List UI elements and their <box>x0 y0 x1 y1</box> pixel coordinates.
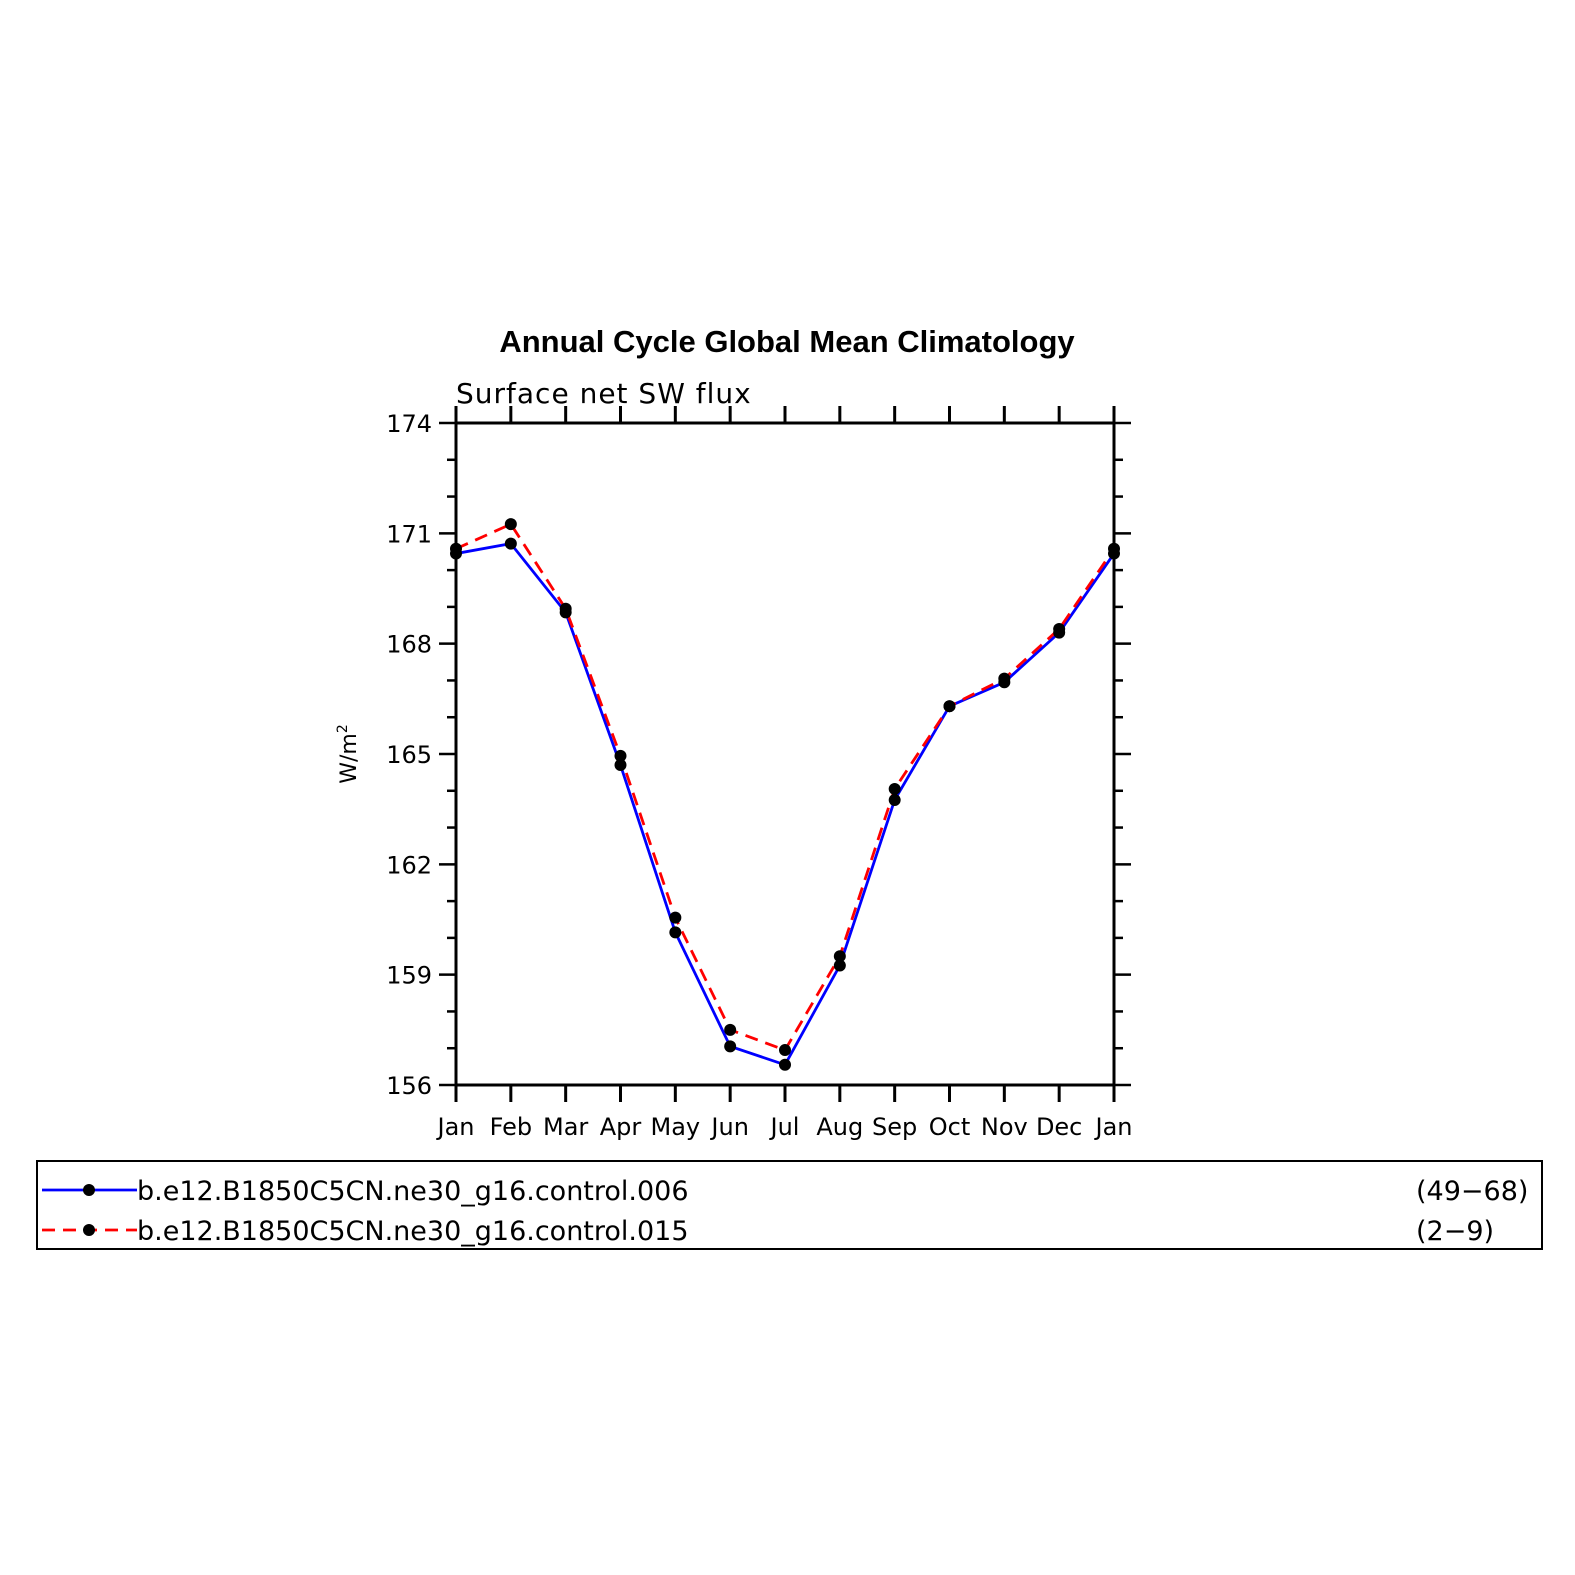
series-line-2 <box>455 522 1116 1052</box>
y-tick-label: 156 <box>386 1072 432 1100</box>
series-2-point <box>833 950 846 963</box>
y-tick-labels: 156 159 162 165 168 171 174 <box>386 410 432 1100</box>
series-2-point <box>614 749 627 762</box>
legend-marker-1 <box>83 1184 95 1196</box>
series-2-point <box>779 1044 791 1057</box>
series-1-point <box>504 537 517 550</box>
chart-title: Annual Cycle Global Mean Climatology <box>499 324 1075 359</box>
x-tick-label: Oct <box>929 1113 971 1141</box>
x-tick-label: Aug <box>816 1113 863 1141</box>
x-tick-label: Sep <box>872 1113 917 1141</box>
legend-label-1: b.e12.B1850C5CN.ne30_g16.control.006 <box>137 1176 689 1207</box>
y-axis-label: W/m2 <box>335 724 362 784</box>
legend-label-2: b.e12.B1850C5CN.ne30_g16.control.015 <box>137 1216 689 1247</box>
series-2-point <box>504 518 517 531</box>
y-tick-label: 165 <box>386 741 432 769</box>
plot-frame <box>454 421 1116 1087</box>
series-2-point <box>998 672 1011 685</box>
series-2-point <box>888 782 901 795</box>
legend-marker-2 <box>83 1224 95 1236</box>
legend-years-1: (49−68) <box>1416 1176 1528 1207</box>
axis-ticks <box>439 406 1131 1102</box>
x-tick-label: Jan <box>436 1113 475 1141</box>
y-tick-label: 168 <box>386 631 432 659</box>
x-tick-label: Jul <box>769 1113 800 1141</box>
series-1-point <box>614 759 627 772</box>
x-tick-label: Jan <box>1094 1113 1133 1141</box>
x-tick-label: Dec <box>1036 1113 1082 1141</box>
legend: b.e12.B1850C5CN.ne30_g16.control.006 (49−… <box>42 1176 1528 1247</box>
x-tick-label: Apr <box>600 1113 642 1141</box>
x-tick-label: Jun <box>709 1113 749 1141</box>
series-1-point <box>724 1040 737 1053</box>
series-1-point <box>888 793 901 806</box>
legend-years-2: (2−9) <box>1416 1216 1494 1247</box>
legend-box <box>36 1160 1543 1250</box>
x-tick-label: Feb <box>490 1113 533 1141</box>
series-line-1 <box>455 542 1116 1067</box>
chart-subtitle: Surface net SW flux <box>456 377 752 410</box>
series-2-point <box>559 602 572 615</box>
series-2-point <box>943 700 956 713</box>
y-tick-label: 171 <box>386 520 432 548</box>
series-2-point <box>1053 622 1066 635</box>
series-layer <box>450 518 1120 1071</box>
series-1-point <box>833 959 846 972</box>
x-tick-labels: Jan Feb Mar Apr May Jun Jul Aug Sep Oct Nov Dec Jan <box>436 1113 1133 1141</box>
y-tick-label: 174 <box>386 410 432 438</box>
series-1-point <box>669 926 682 939</box>
series-1-point <box>779 1058 791 1071</box>
y-tick-label: 162 <box>386 851 432 879</box>
y-axis-label-base: W/m <box>337 733 362 784</box>
series-2-point <box>724 1023 737 1036</box>
x-tick-label: May <box>651 1113 701 1141</box>
x-tick-label: Mar <box>543 1113 588 1141</box>
y-tick-label: 159 <box>386 962 432 990</box>
series-2-point <box>669 911 682 924</box>
y-axis-label-sup: 2 <box>335 724 351 733</box>
x-tick-label: Nov <box>981 1113 1028 1141</box>
